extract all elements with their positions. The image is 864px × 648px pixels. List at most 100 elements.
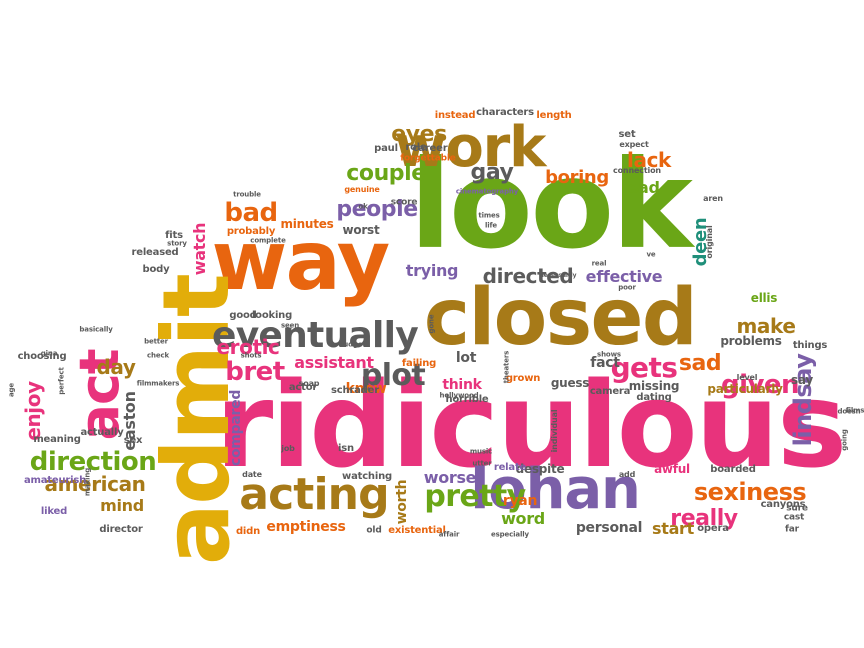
word-particularly: particularly bbox=[707, 382, 783, 396]
word-trying: trying bbox=[405, 261, 459, 280]
word-actually: actually bbox=[80, 427, 124, 438]
word-things: things bbox=[792, 340, 828, 351]
word-career: career bbox=[412, 143, 448, 154]
word-watch: watch bbox=[190, 222, 209, 276]
word-story: story bbox=[167, 239, 187, 248]
word-worth: worth bbox=[394, 479, 410, 525]
word-aren: aren bbox=[703, 194, 723, 203]
word-filmmakers: filmmakers bbox=[136, 379, 180, 388]
word-sad: sad bbox=[678, 351, 722, 376]
word-length: length bbox=[536, 110, 572, 121]
word-acting: acting bbox=[239, 469, 389, 520]
word-watching: watching bbox=[342, 471, 392, 482]
word-perfect: perfect bbox=[57, 367, 66, 395]
word-doesn: doesn bbox=[837, 407, 861, 416]
word-missing: missing bbox=[628, 379, 680, 393]
word-failing: failing bbox=[401, 358, 437, 369]
word-connection: connection bbox=[613, 166, 661, 175]
word-bret: bret bbox=[225, 357, 285, 387]
word-emptiness: emptiness bbox=[266, 519, 346, 535]
word-lindsay: lindsay bbox=[789, 353, 817, 447]
word-looking: looking bbox=[251, 310, 293, 321]
word-lack: lack bbox=[627, 148, 671, 172]
word-ok: ok bbox=[358, 202, 368, 211]
word-old: old bbox=[366, 525, 382, 536]
word-role: role bbox=[405, 142, 427, 153]
word-lead: lead bbox=[622, 178, 660, 197]
word-ve: ve bbox=[646, 250, 656, 259]
word-guess: guess bbox=[550, 376, 590, 390]
word-know: know bbox=[345, 381, 387, 397]
word-word: word bbox=[501, 509, 545, 528]
word-start: start bbox=[652, 519, 694, 538]
word-worst: worst bbox=[342, 223, 380, 237]
word-score: score bbox=[390, 197, 418, 208]
word-individual: individual bbox=[550, 409, 559, 453]
word-probably: probably bbox=[226, 226, 276, 237]
word-dating: dating bbox=[636, 392, 672, 403]
word-direction: direction bbox=[29, 447, 157, 477]
word-set: set bbox=[618, 129, 636, 140]
word-expect: expect bbox=[619, 140, 649, 149]
word-add: add bbox=[618, 470, 636, 479]
word-way: way bbox=[211, 214, 390, 309]
word-boring: boring bbox=[545, 167, 609, 188]
word-lot: lot bbox=[455, 350, 477, 366]
word-theaters: theaters bbox=[502, 350, 511, 384]
word-effective: effective bbox=[585, 267, 663, 286]
word-isn: isn bbox=[338, 443, 354, 454]
word-actor: actor bbox=[288, 382, 318, 393]
word-lohan: lohan bbox=[470, 457, 641, 522]
word-genuine: genuine bbox=[344, 185, 380, 194]
word-bad: bad bbox=[224, 198, 278, 228]
word-poor: poor bbox=[618, 283, 636, 292]
word-liked: liked bbox=[40, 506, 68, 517]
word-gone: gone bbox=[427, 314, 436, 334]
word-camera: camera bbox=[589, 386, 631, 397]
word-enjoy: enjoy bbox=[21, 381, 45, 441]
word-choosing: choosing bbox=[17, 351, 67, 362]
word-utter: utter bbox=[472, 459, 492, 468]
word-grown: grown bbox=[505, 373, 541, 384]
word-soap: soap bbox=[298, 379, 320, 388]
word-look: look bbox=[409, 134, 693, 276]
word-relate: relate bbox=[493, 462, 527, 473]
word-fact: fact bbox=[590, 355, 620, 371]
word-sexiness: sexiness bbox=[693, 478, 807, 506]
word-life: life bbox=[484, 221, 498, 230]
word-check: check bbox=[147, 351, 169, 360]
word-boarded: boarded bbox=[710, 464, 756, 475]
word-despite: despite bbox=[515, 462, 565, 476]
word-going: going bbox=[840, 429, 849, 451]
word-amateurish: amateurish bbox=[23, 475, 87, 486]
word-forgettable: forgettable bbox=[400, 153, 456, 164]
word-closed: closed bbox=[423, 273, 698, 363]
word-eventually: eventually bbox=[211, 315, 419, 356]
word-personal: personal bbox=[575, 520, 643, 536]
word-budget: budget bbox=[338, 340, 366, 349]
word-didn: didn bbox=[235, 526, 261, 537]
word-especially: especially bbox=[491, 530, 529, 539]
word-day: day bbox=[96, 355, 136, 379]
word-gina: gina bbox=[40, 349, 58, 358]
word-times: times bbox=[478, 211, 500, 220]
word-mind: mind bbox=[100, 496, 144, 515]
word-age: age bbox=[7, 382, 16, 398]
word-ridiculous: ridiculous bbox=[215, 356, 847, 494]
word-far: far bbox=[785, 524, 799, 535]
word-horrible: horrible bbox=[445, 394, 489, 405]
word-making: making bbox=[83, 467, 92, 497]
word-gets: gets bbox=[610, 351, 678, 384]
word-music: music bbox=[469, 447, 493, 456]
word-gay: gay bbox=[470, 160, 514, 185]
word-awful: awful bbox=[654, 462, 690, 476]
word-compared: compared bbox=[228, 389, 244, 467]
word-characters: characters bbox=[476, 107, 534, 118]
word-pretty: pretty bbox=[424, 479, 526, 514]
word-basically: basically bbox=[79, 325, 113, 334]
word-people: people bbox=[336, 197, 418, 222]
word-original: original bbox=[705, 225, 714, 259]
word-think: think bbox=[442, 377, 482, 393]
word-work: work bbox=[394, 115, 547, 180]
